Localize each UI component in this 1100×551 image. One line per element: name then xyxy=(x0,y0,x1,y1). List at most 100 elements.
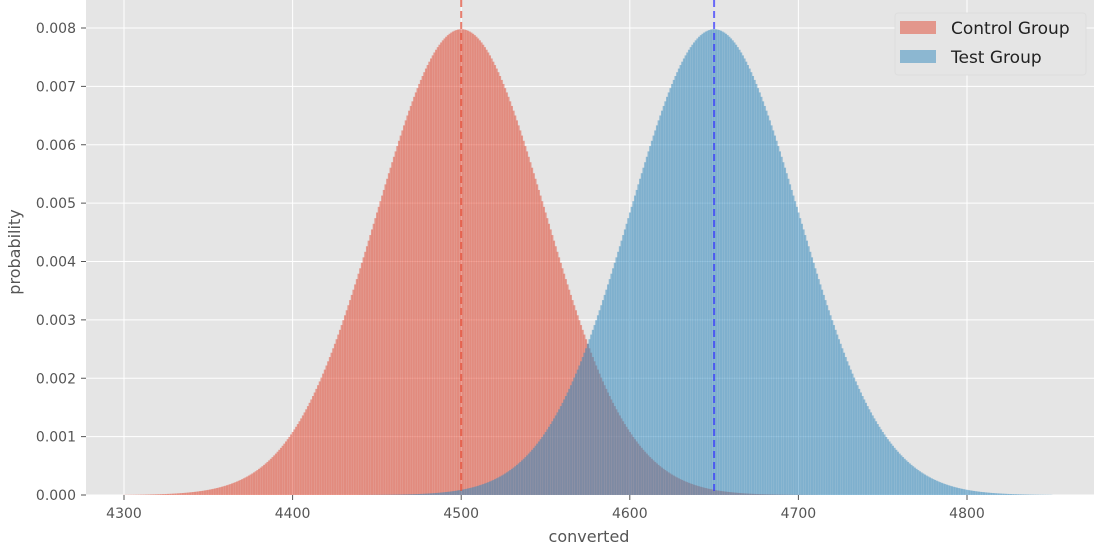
bar xyxy=(736,47,739,496)
bar xyxy=(890,443,893,495)
bar xyxy=(210,489,213,495)
bar xyxy=(509,101,512,496)
bar xyxy=(495,68,498,495)
bar xyxy=(381,195,384,495)
bar xyxy=(263,464,266,495)
bar xyxy=(792,195,795,495)
bar xyxy=(704,31,707,496)
bar xyxy=(173,493,176,495)
bar xyxy=(296,424,299,495)
bar xyxy=(728,36,731,496)
bar xyxy=(487,52,490,495)
bar xyxy=(441,492,444,495)
bar xyxy=(598,310,601,495)
bar xyxy=(748,68,751,495)
bar xyxy=(576,369,579,495)
bar xyxy=(220,486,223,495)
bar xyxy=(568,388,571,495)
bar xyxy=(553,240,556,495)
bar xyxy=(971,490,974,495)
bar xyxy=(344,315,347,495)
bar xyxy=(251,473,254,495)
bar xyxy=(977,491,980,495)
bar xyxy=(406,494,409,495)
bar xyxy=(930,478,933,495)
bar xyxy=(293,429,296,495)
bar xyxy=(681,61,684,495)
bar xyxy=(433,493,436,495)
bar xyxy=(409,105,412,496)
bar xyxy=(448,491,451,495)
bar xyxy=(419,79,422,495)
bar xyxy=(531,167,534,495)
bar xyxy=(242,478,245,495)
bar xyxy=(706,30,709,495)
bar xyxy=(283,443,286,495)
legend-swatch-control xyxy=(900,21,936,34)
bar xyxy=(404,120,407,495)
bar xyxy=(315,388,318,495)
bar xyxy=(158,494,161,495)
bar xyxy=(603,294,606,495)
bar xyxy=(831,320,834,495)
bar xyxy=(237,480,240,495)
bar xyxy=(989,492,992,495)
bar xyxy=(408,110,411,495)
bar xyxy=(534,178,537,496)
legend-label-test: Test Group xyxy=(950,48,1042,68)
bar xyxy=(784,167,787,495)
bar xyxy=(546,429,549,495)
bar xyxy=(790,189,793,495)
bar xyxy=(369,235,372,495)
bar xyxy=(332,348,335,495)
bar xyxy=(549,424,552,495)
bar xyxy=(827,310,830,495)
bar xyxy=(370,229,373,495)
bar xyxy=(458,490,461,495)
bar xyxy=(573,377,576,495)
bar xyxy=(322,373,325,495)
bar xyxy=(779,151,781,496)
bar xyxy=(775,140,778,495)
bar xyxy=(652,135,655,495)
bar xyxy=(450,32,453,495)
bar xyxy=(757,88,760,495)
bar xyxy=(510,468,513,495)
bar xyxy=(354,284,357,495)
bar xyxy=(350,294,353,495)
bar xyxy=(794,201,797,495)
bar xyxy=(536,184,539,496)
bar xyxy=(564,396,567,495)
bar xyxy=(956,487,959,495)
bar xyxy=(507,471,510,495)
bar xyxy=(396,146,399,495)
bar xyxy=(858,388,861,495)
bar xyxy=(1004,493,1007,495)
bar xyxy=(527,156,530,496)
bar xyxy=(996,493,999,495)
bar xyxy=(586,343,589,495)
bar xyxy=(453,30,456,495)
bar xyxy=(634,195,637,495)
bar xyxy=(553,418,556,495)
bar xyxy=(333,343,336,495)
bar xyxy=(404,494,407,495)
bar xyxy=(505,472,508,495)
bar xyxy=(328,357,331,495)
bar xyxy=(949,485,952,495)
bar xyxy=(475,36,478,496)
bar xyxy=(591,329,594,495)
bar xyxy=(219,487,222,495)
bar xyxy=(401,130,404,495)
bar xyxy=(797,212,800,495)
bar xyxy=(433,52,436,495)
bar xyxy=(418,83,421,495)
bar xyxy=(672,79,675,495)
bar xyxy=(817,279,820,495)
bar xyxy=(772,130,775,495)
bar xyxy=(821,289,824,495)
bar xyxy=(394,151,397,496)
bar xyxy=(494,65,497,495)
bar xyxy=(873,418,876,495)
